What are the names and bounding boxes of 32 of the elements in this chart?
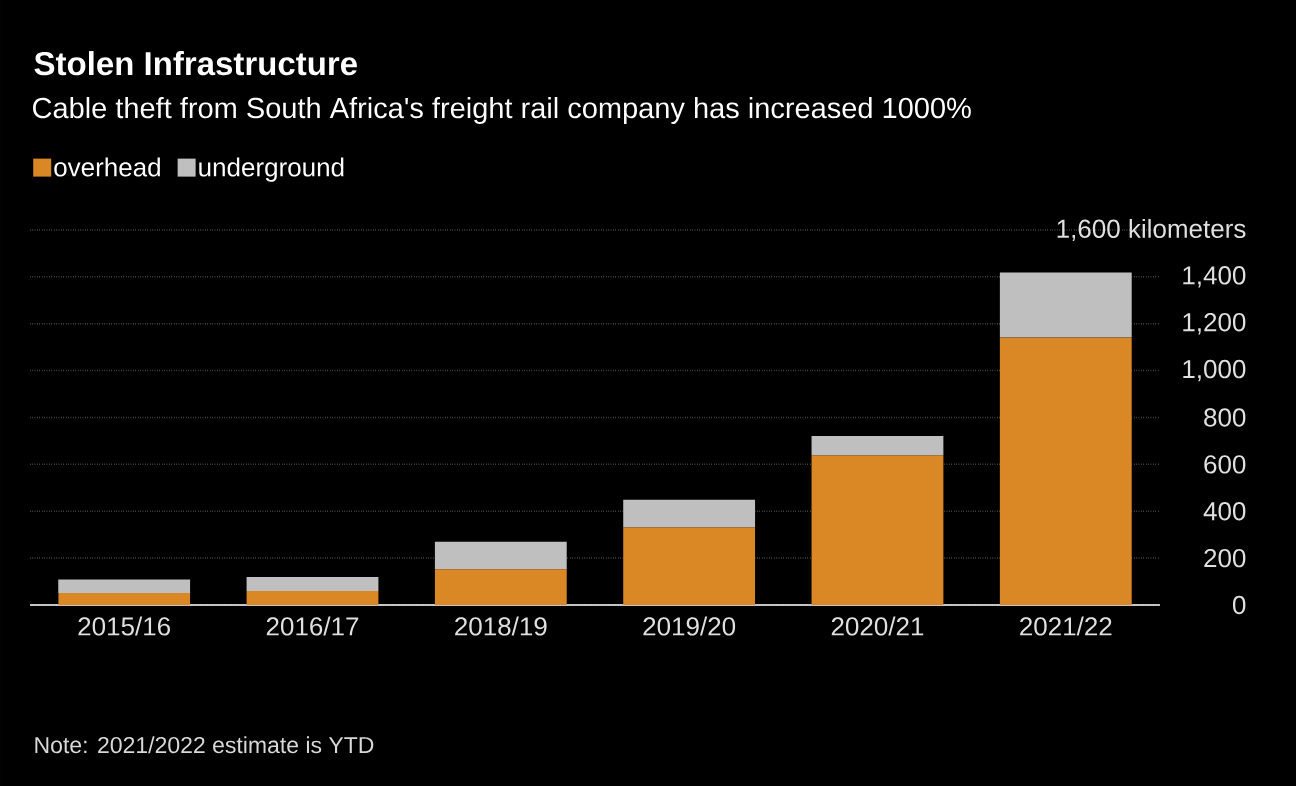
bar [246,577,379,591]
y-tick-label: 1,000 [1183,359,1246,382]
legend-label: overhead [54,157,160,177]
x-tick-label: 2019/20 [643,616,736,636]
y-tick-label: 1,400 [1183,266,1246,288]
chart-subtitle: Cable theft from South Africa's freight rail company has increased 1000% [33,96,971,125]
bar [434,541,567,570]
y-tick-label: 1,200 [1183,312,1246,335]
y-tick-label: 400 [1203,502,1246,521]
bar [623,527,756,605]
y-tick-label: 0 [1232,595,1246,615]
bar [999,272,1132,338]
x-tick-label: 2016/17 [266,616,359,636]
bar [811,455,944,605]
x-tick-label: 2015/16 [78,616,170,636]
x-tick-label: 2021/22 [1020,616,1112,636]
y-tick-label: 1,600 kilometers [1057,218,1246,242]
text: Note: 2021/2022 estimate is YTD [35,736,374,754]
bar [811,436,944,456]
y-tick-label: 800 [1204,408,1246,427]
bar [58,593,191,605]
y-tick-label: 600 [1204,455,1246,474]
bar [623,499,756,528]
x-tick-label: 2020/21 [831,616,924,636]
bar [999,337,1132,605]
y-tick-label: 200 [1204,548,1246,568]
bar [246,590,379,605]
legend-label: underground [199,157,344,182]
bar [58,579,191,594]
chart-title: Stolen Infrastructure [34,51,357,76]
x-tick-label: 2018/19 [455,616,547,636]
bar [434,569,567,605]
